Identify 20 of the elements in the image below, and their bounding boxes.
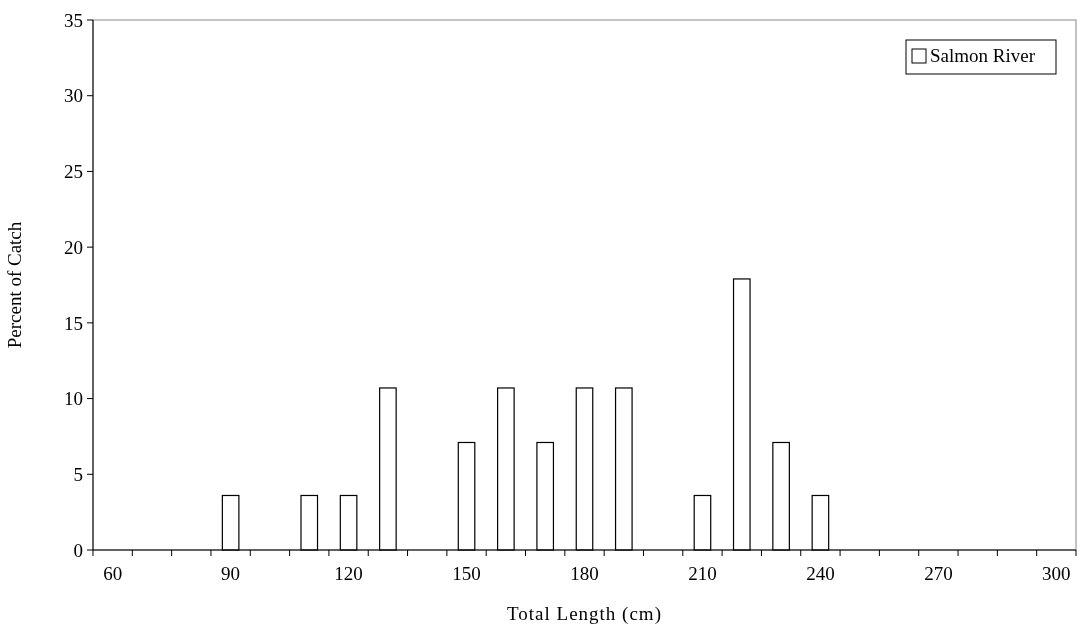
y-tick-label: 15 [64,312,83,334]
x-tick-label: 60 [103,563,123,584]
y-axis-title: Percent of Catch [4,221,25,349]
x-tick-label: 120 [334,563,363,584]
y-tick-label: 0 [73,539,83,561]
y-tick-label: 10 [64,388,83,410]
y-tick-label: 25 [64,161,83,183]
x-tick-label: 270 [924,563,953,584]
x-tick-label: 150 [452,563,481,584]
y-tick-label: 5 [73,463,83,485]
x-axis-title: Total Length (cm) [507,603,662,625]
x-tick-label: 240 [806,563,835,584]
x-tick-label: 210 [688,563,717,584]
y-tick-label: 20 [64,236,83,258]
x-tick-label: 300 [1042,563,1071,584]
legend-label: Salmon River [930,45,1036,66]
y-tick-label: 30 [64,85,83,107]
x-tick-label: 180 [570,563,599,584]
x-tick-label: 90 [221,563,241,584]
y-tick-label: 35 [64,9,83,31]
